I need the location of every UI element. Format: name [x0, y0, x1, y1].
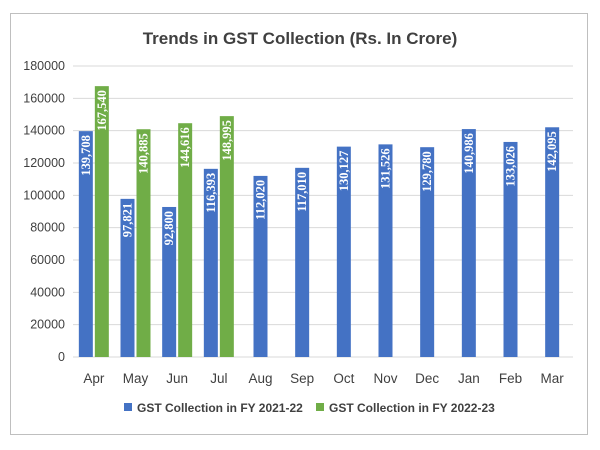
y-tick-label: 20000 — [30, 318, 65, 332]
bar-mar-series-1 — [545, 127, 560, 357]
data-label-dec-series-1: 129,780 — [420, 151, 434, 192]
chart-title: Trends in GST Collection (Rs. In Crore) — [143, 29, 458, 48]
y-tick-label: 100000 — [23, 188, 65, 202]
y-tick-label: 0 — [58, 350, 65, 364]
legend-label-series-2: GST Collection in FY 2022-23 — [329, 401, 495, 415]
bar-may-series-1 — [120, 198, 135, 357]
bar-jun-series-2 — [178, 123, 193, 357]
y-tick-label: 120000 — [23, 156, 65, 170]
bar-may-series-2 — [136, 129, 151, 357]
bar-apr-series-1 — [78, 131, 93, 357]
bars-layer — [78, 86, 560, 357]
bar-jan-series-1 — [461, 129, 476, 357]
x-category-label: Oct — [333, 371, 354, 386]
x-category-label: Sep — [290, 371, 314, 386]
x-category-label: Feb — [499, 371, 522, 386]
data-label-jan-series-1: 140,986 — [462, 133, 476, 174]
data-label-nov-series-1: 131,526 — [379, 148, 393, 189]
y-tick-label: 80000 — [30, 221, 65, 235]
data-label-aug-series-1: 112,020 — [254, 180, 268, 220]
data-label-jun-series-1: 92,800 — [162, 211, 176, 245]
y-tick-label: 60000 — [30, 253, 65, 267]
data-label-feb-series-1: 133,026 — [504, 146, 518, 187]
data-label-may-series-2: 140,885 — [137, 133, 151, 174]
grid-layer — [73, 65, 573, 358]
legend-swatch-series-2 — [316, 403, 324, 411]
chart-svg: Trends in GST Collection (Rs. In Crore) … — [23, 29, 573, 415]
bar-jul-series-2 — [219, 116, 234, 357]
x-category-label: May — [123, 371, 149, 386]
x-category-label: Jun — [166, 371, 188, 386]
data-label-apr-series-1: 139,708 — [79, 135, 93, 176]
data-label-jun-series-2: 144,616 — [178, 127, 192, 168]
data-label-jul-series-2: 148,995 — [220, 120, 234, 161]
bar-jul-series-1 — [203, 168, 218, 357]
x-category-label: Jan — [458, 371, 480, 386]
y-tick-label: 40000 — [30, 285, 65, 299]
y-axis-ticks: 0 20000 40000 60000 80000 100000 120000 140000 1… — [23, 59, 65, 364]
bar-sep-series-1 — [295, 167, 310, 357]
x-category-label: Mar — [541, 371, 565, 386]
bar-feb-series-1 — [503, 141, 518, 357]
y-tick-label: 180000 — [23, 59, 65, 73]
x-category-label: Jul — [210, 371, 227, 386]
x-category-label: Dec — [415, 371, 439, 386]
data-label-may-series-1: 97,821 — [121, 203, 135, 237]
data-label-apr-series-2: 167,540 — [95, 90, 109, 131]
bar-oct-series-1 — [336, 146, 351, 357]
legend-label-series-1: GST Collection in FY 2021-22 — [137, 401, 303, 415]
chart-frame: Trends in GST Collection (Rs. In Crore) … — [10, 13, 588, 435]
y-tick-label: 140000 — [23, 124, 65, 138]
x-axis-categories: Apr May Jun Jul Aug Sep Oct Nov Dec Jan Feb Mar — [83, 371, 564, 386]
bar-nov-series-1 — [378, 144, 393, 357]
data-label-jul-series-1: 116,393 — [204, 173, 218, 213]
legend-swatch-series-1 — [124, 403, 132, 411]
bar-apr-series-2 — [94, 86, 109, 357]
y-tick-label: 160000 — [23, 91, 65, 105]
x-category-label: Apr — [83, 371, 105, 386]
bar-aug-series-1 — [253, 175, 268, 357]
data-label-sep-series-1: 117,010 — [295, 172, 309, 212]
x-category-label: Aug — [248, 371, 272, 386]
x-category-label: Nov — [373, 371, 397, 386]
bar-jun-series-1 — [162, 206, 177, 357]
data-label-oct-series-1: 130,127 — [337, 151, 351, 192]
bar-dec-series-1 — [420, 147, 435, 357]
data-label-mar-series-1: 142,095 — [545, 131, 559, 172]
legend: GST Collection in FY 2021-22 GST Collecti… — [124, 401, 495, 415]
